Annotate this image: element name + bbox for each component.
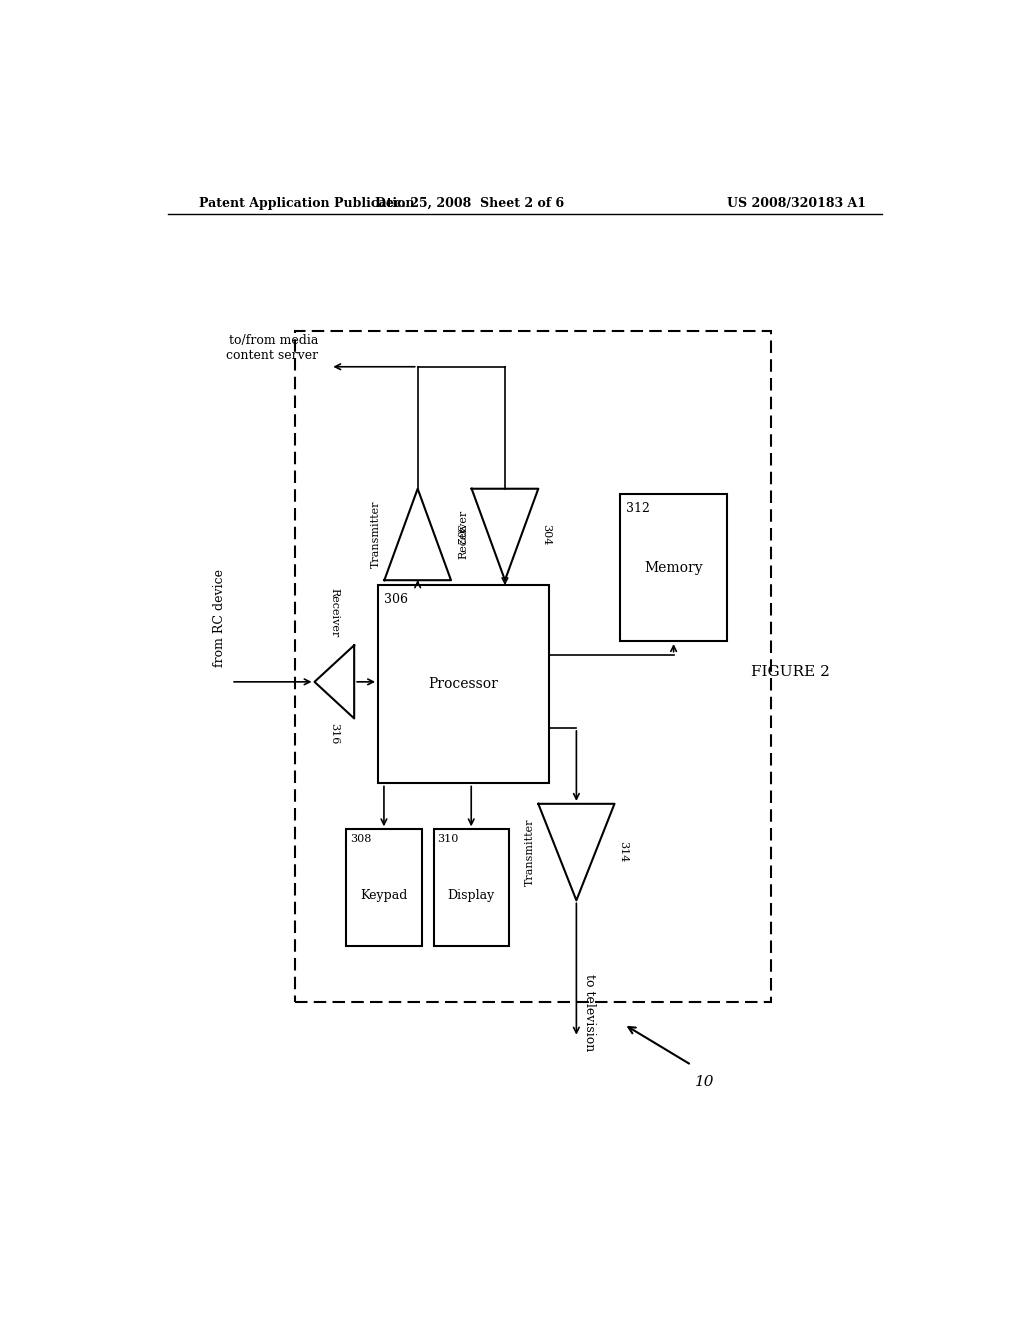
Bar (620, 494, 727, 642)
Text: Keypad: Keypad (360, 890, 408, 903)
Text: from RC device: from RC device (213, 569, 225, 667)
Text: Receiver: Receiver (330, 587, 339, 638)
Text: 314: 314 (617, 841, 628, 863)
Text: Patent Application Publication: Patent Application Publication (200, 197, 415, 210)
Text: to television: to television (583, 974, 596, 1051)
Text: Processor: Processor (428, 677, 499, 692)
Bar (295, 331, 771, 1002)
Bar (378, 585, 549, 784)
Text: 312: 312 (627, 502, 650, 515)
Text: 308: 308 (350, 834, 372, 845)
Text: Display: Display (447, 890, 495, 903)
Text: 316: 316 (330, 722, 339, 744)
Text: 304: 304 (542, 524, 552, 545)
Text: Receiver: Receiver (459, 510, 468, 560)
Bar (433, 829, 509, 946)
Text: Memory: Memory (644, 561, 702, 574)
Text: Transmitter: Transmitter (371, 500, 381, 568)
Text: 302: 302 (455, 524, 464, 545)
Bar (346, 829, 422, 946)
Text: 310: 310 (437, 834, 459, 845)
Text: to/from media
content server: to/from media content server (226, 334, 318, 362)
Text: FIGURE 2: FIGURE 2 (752, 665, 830, 678)
Text: 306: 306 (384, 594, 409, 606)
Text: 10: 10 (695, 1076, 715, 1089)
Text: Dec. 25, 2008  Sheet 2 of 6: Dec. 25, 2008 Sheet 2 of 6 (375, 197, 564, 210)
Text: Transmitter: Transmitter (525, 818, 536, 886)
Text: US 2008/320183 A1: US 2008/320183 A1 (727, 197, 866, 210)
